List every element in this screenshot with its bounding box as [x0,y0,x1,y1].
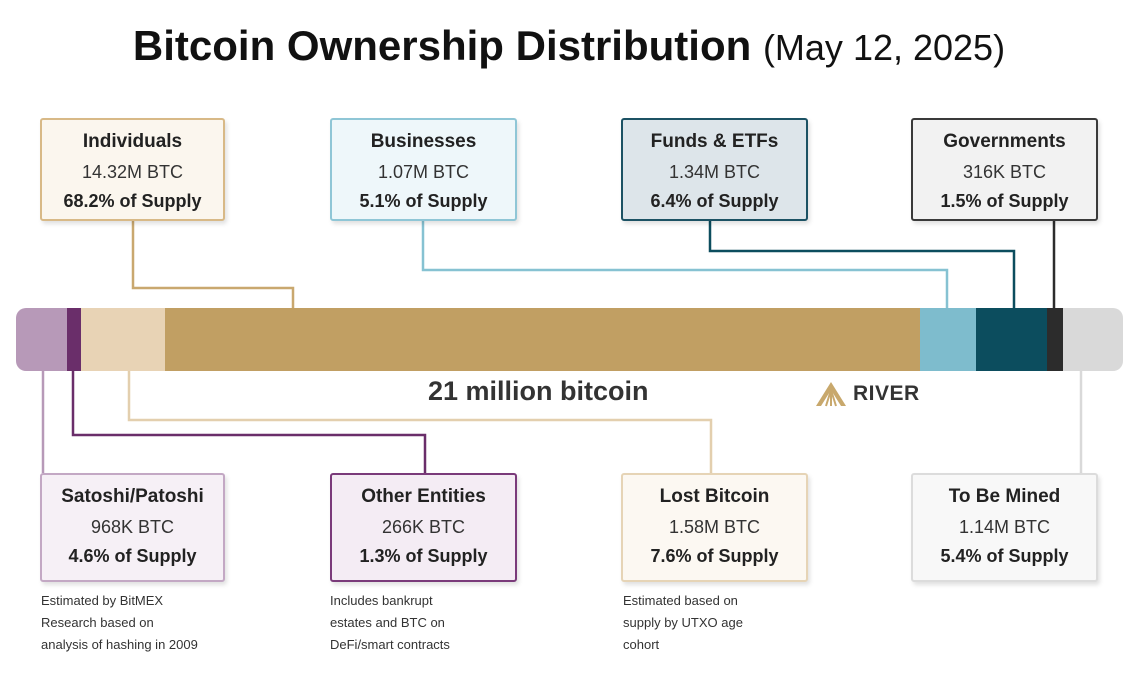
bar-segment-other-entities [66,308,82,371]
card-lost-pct: 7.6% of Supply [650,546,779,566]
card-businesses-name: Businesses [370,131,477,152]
note-satoshi: Estimated by BitMEX Research based on an… [41,590,198,656]
card-funds-btc: 1.34M BTC [668,162,761,182]
card-mined: To Be Mined 1.14M BTC 5.4% of Supply [911,473,1098,582]
note-lost: Estimated based on supply by UTXO age co… [623,590,743,656]
bar-segment-satoshi-patoshi [16,308,67,371]
bar-segment-to-be-mined [1063,308,1123,371]
card-lost-btc: 1.58M BTC [668,517,761,537]
bar-caption: 21 million bitcoin [428,376,649,406]
river-mountain-icon [816,382,846,407]
card-lost-name: Lost Bitcoin [659,486,770,507]
card-satoshi-btc: 968K BTC [90,517,175,537]
card-funds: Funds & ETFs 1.34M BTC 6.4% of Supply [621,118,808,221]
card-lost: Lost Bitcoin 1.58M BTC 7.6% of Supply [621,473,808,582]
note-line: Research based on [41,615,154,630]
bar-segment-businesses [919,308,976,371]
card-individuals-btc: 14.32M BTC [81,162,184,182]
note-line: supply by UTXO age [623,615,743,630]
card-satoshi-pct: 4.6% of Supply [68,546,197,566]
page-title: Bitcoin Ownership Distribution (May 12, … [0,18,1138,76]
connector-individuals [131,221,295,308]
note-line: estates and BTC on [330,615,445,630]
card-other-btc: 266K BTC [381,517,466,537]
card-governments: Governments 316K BTC 1.5% of Supply [911,118,1098,221]
bar-segment-funds-etfs [975,308,1047,371]
connector-funds [708,221,1016,308]
note-line: Estimated based on [623,593,738,608]
card-businesses-pct: 5.1% of Supply [359,191,488,211]
card-individuals: Individuals 14.32M BTC 68.2% of Supply [40,118,225,221]
card-individuals-name: Individuals [82,131,183,152]
card-funds-pct: 6.4% of Supply [650,191,779,211]
card-satoshi-name: Satoshi/Patoshi [61,486,204,507]
card-governments-btc: 316K BTC [962,162,1047,182]
title-main: Bitcoin Ownership Distribution [132,22,752,69]
card-other-name: Other Entities [361,486,486,507]
card-businesses: Businesses 1.07M BTC 5.1% of Supply [330,118,517,221]
card-mined-pct: 5.4% of Supply [940,546,1069,566]
bar-segment-lost-bitcoin [81,308,166,371]
supply-bar [16,308,1123,371]
card-businesses-btc: 1.07M BTC [377,162,470,182]
connector-lost [127,371,713,473]
note-line: DeFi/smart contracts [330,637,450,652]
note-line: Estimated by BitMEX [41,593,164,608]
card-satoshi: Satoshi/Patoshi 968K BTC 4.6% of Supply [40,473,225,582]
bar-segment-governments [1046,308,1064,371]
bar-segment-individuals [165,308,920,371]
card-mined-btc: 1.14M BTC [958,517,1051,537]
connector-businesses [421,221,949,308]
note-line: analysis of hashing in 2009 [41,637,198,652]
card-funds-name: Funds & ETFs [650,131,779,152]
river-logo: RIVER [815,381,920,407]
card-other: Other Entities 266K BTC 1.3% of Supply [330,473,517,582]
note-line: cohort [623,637,660,652]
card-governments-name: Governments [943,131,1066,152]
note-other: Includes bankrupt estates and BTC on DeF… [330,590,450,656]
card-individuals-pct: 68.2% of Supply [63,191,202,211]
card-other-pct: 1.3% of Supply [359,546,488,566]
note-line: Includes bankrupt [330,593,433,608]
connector-other [71,371,427,473]
river-logo-text: RIVER [853,382,920,405]
title-date: (May 12, 2025) [762,27,1006,68]
card-governments-pct: 1.5% of Supply [940,191,1069,211]
card-mined-name: To Be Mined [948,486,1061,507]
